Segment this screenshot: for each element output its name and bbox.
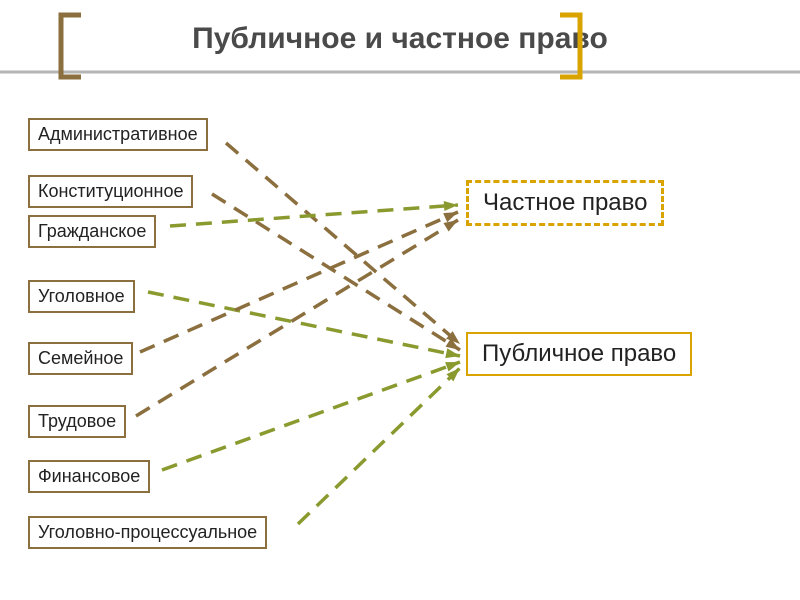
category-label: Публичное право [482,340,676,367]
branch-label: Гражданское [38,221,146,241]
branch-finance: Финансовое [28,460,150,493]
branch-label: Уголовно-процессуальное [38,522,257,542]
branch-crim: Уголовное [28,280,135,313]
branch-admin: Административное [28,118,208,151]
category-label: Частное право [483,189,647,216]
page-title: Публичное и частное право [192,22,608,55]
branch-label: Конституционное [38,181,183,201]
branch-label: Административное [38,124,198,144]
category-public: Публичное право [466,332,692,376]
branch-label: Семейное [38,348,123,368]
category-private: Частное право [466,180,664,226]
branch-label: Финансовое [38,466,140,486]
branch-crimproc: Уголовно-процессуальное [28,516,267,549]
branch-const: Конституционное [28,175,193,208]
branch-label: Трудовое [38,411,116,431]
title-container: Публичное и частное право [0,22,800,56]
branch-labor: Трудовое [28,405,126,438]
branch-family: Семейное [28,342,133,375]
branch-civil: Гражданское [28,215,156,248]
branch-label: Уголовное [38,286,125,306]
